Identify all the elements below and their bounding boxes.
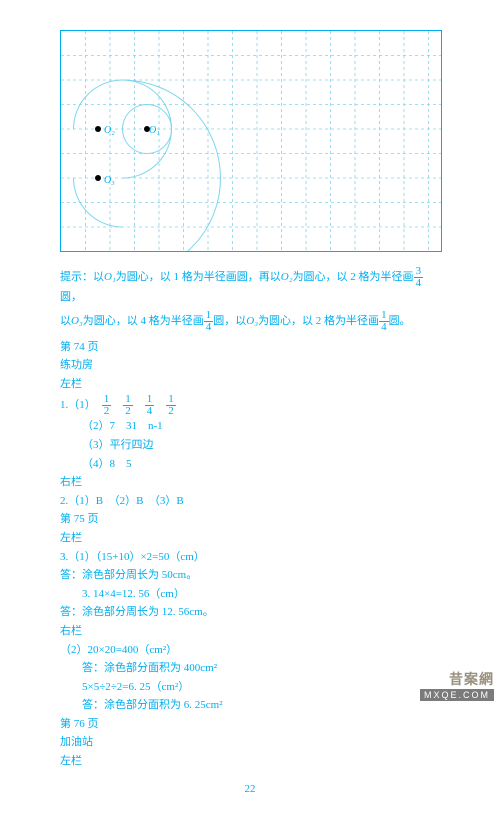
page-ref-75: 第 75 页 — [60, 511, 440, 529]
ans3-1: 答：涂色部分周长为 50cm。 — [60, 567, 440, 585]
ans3-3: 答：涂色部分面积为 400cm² — [60, 660, 440, 678]
column-left-2: 左栏 — [60, 530, 440, 548]
ans3-2: 答：涂色部分周长为 12. 56cm。 — [60, 604, 440, 622]
calc3-2: 3. 14×4=12. 56（cm） — [60, 586, 440, 604]
q3-1: 3.（1）（15+10）×2=50（cm） — [60, 549, 440, 567]
watermark: 昔案網 MXQE.COM — [420, 669, 494, 701]
ans3-4: 答：涂色部分面积为 6. 25cm² — [60, 697, 440, 715]
column-left: 左栏 — [60, 376, 440, 394]
hint-line-1: 提示：以O₁为圆心，以 1 格为半径画圆，再以O₂为圆心，以 2 格为半径画34… — [60, 266, 440, 307]
section-jiayou: 加油站 — [60, 734, 440, 752]
hint-line-2: 以O₃为圆心，以 4 格为半径画14圆，以O₃为圆心，以 2 格为半径画14圆。 — [60, 310, 440, 333]
q3-3: （2）20×20=400（cm²） — [60, 642, 440, 660]
calc3-4: 5×5÷2÷2=6. 25（cm²） — [60, 679, 440, 697]
column-right-2: 右栏 — [60, 623, 440, 641]
q1-4: （4）8 5 — [60, 456, 440, 474]
q1-3: （3）平行四边 — [60, 437, 440, 455]
column-right: 右栏 — [60, 474, 440, 492]
page-ref-74: 第 74 页 — [60, 339, 440, 357]
page-ref-76: 第 76 页 — [60, 716, 440, 734]
svg-text:O₂: O₂ — [104, 125, 115, 136]
watermark-top: 昔案網 — [420, 669, 494, 689]
page-number: 22 — [60, 781, 440, 799]
watermark-bottom: MXQE.COM — [420, 689, 494, 701]
q1-2: （2）7 31 n-1 — [60, 418, 440, 436]
svg-text:O₃: O₃ — [104, 175, 115, 186]
grid-diagram: O₂ O₁ O₃ — [60, 30, 442, 252]
q2: 2.（1）B （2）B （3）B — [60, 493, 440, 511]
q1-1: 1.（1）12121412 — [60, 394, 440, 417]
section-liangong: 练功房 — [60, 357, 440, 375]
column-left-3: 左栏 — [60, 753, 440, 771]
svg-text:O₁: O₁ — [149, 125, 160, 136]
